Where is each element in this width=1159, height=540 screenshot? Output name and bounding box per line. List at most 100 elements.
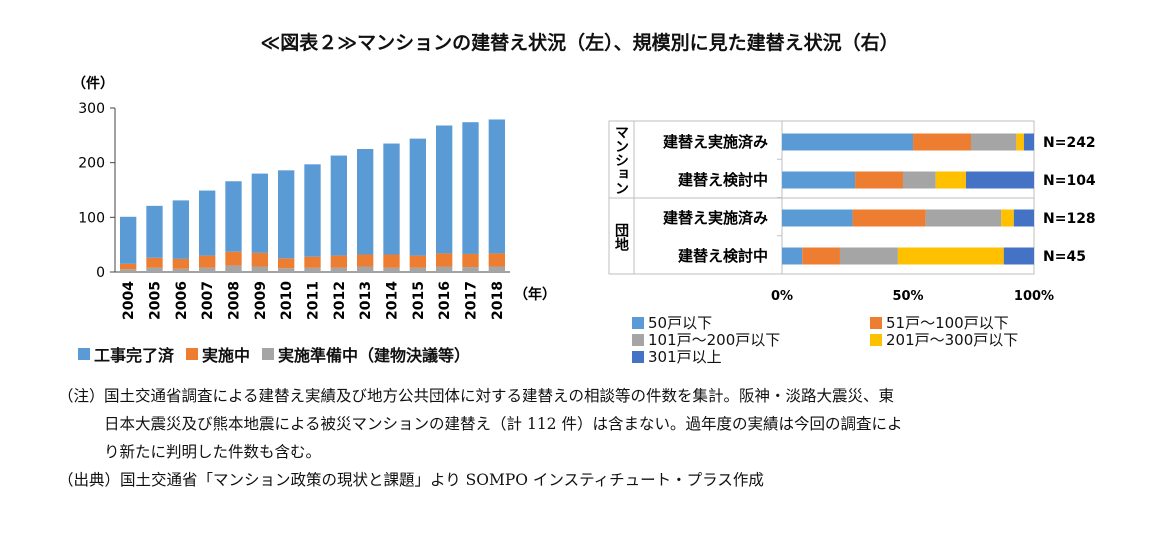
bar-2005-series-1 [146,257,163,268]
n-label-1: N=104 [1043,173,1096,189]
legend-swatch-101-200 [632,333,644,346]
x-tick-label-2008: 2008 [227,281,243,320]
bar-2007-series-1 [199,255,216,268]
hbar-row-3-series-4 [1003,247,1034,265]
bar-2006-series-0 [172,268,189,272]
n-label-0: N=242 [1043,135,1096,151]
bar-2018-series-1 [488,253,505,267]
bar-2007-series-0 [199,267,216,272]
bar-2005-series-2 [146,205,163,258]
hbar-row-1-series-0 [782,171,856,189]
bar-2018-series-2 [488,119,505,254]
hbar-row-2-series-0 [782,209,853,227]
right-legend-item-1: 50戸以下 [632,312,712,333]
x-axis-unit-label: （年） [514,286,556,303]
right-legend-item-5: 301戸以上 [632,346,722,367]
legend-swatch-50 [632,316,644,329]
legend-label-in-progress: 実施中 [202,346,251,365]
x-tick-label-2013: 2013 [358,281,374,320]
hbar-row-3-series-0 [782,247,803,265]
hbar-row-0-series-4 [1023,133,1034,151]
legend-label-201-300: 201戸～300戸以下 [886,331,1019,349]
bar-2005-series-0 [146,267,163,272]
right-legend-item-3: 101戸～200戸以下 [632,329,780,350]
legend-swatch-completed [78,348,90,360]
bar-2014-series-2 [383,143,400,255]
x-tick-label-2016: 2016 [437,281,453,320]
bar-2014-series-1 [383,254,400,268]
bar-2016-series-0 [436,266,453,272]
y-tick-label-0: 0 [96,265,105,281]
x-tick-label-2014: 2014 [385,281,401,320]
bar-2006-series-1 [172,258,189,269]
source-line: （出典）国土交通省「マンション政策の現状と課題」より SOMPO インスティチュ… [58,466,1138,494]
hbar-row-2-series-3 [1001,209,1014,227]
x-tick-label-2009: 2009 [253,281,269,320]
bar-2009-series-1 [251,252,268,267]
row-label-1: 建替え検討中 [678,171,768,189]
legend-swatch-in-progress [186,348,199,360]
source-label: （出典） [58,471,121,489]
y-tick-label-2: 200 [78,156,105,172]
bar-2013-series-2 [357,149,374,255]
legend-label-50: 50戸以下 [648,314,713,332]
note-line-1: （注）国土交通省調査による建替え実績及び地方公共団体に対する建替えの相談等の件数… [58,382,1138,410]
x-tick-label-2017: 2017 [464,281,480,320]
notes-block: （注）国土交通省調査による建替え実績及び地方公共団体に対する建替えの相談等の件数… [58,382,1138,494]
hbar-row-3-series-2 [839,247,898,265]
x-tick-label-2007: 2007 [200,281,216,320]
legend-label-301: 301戸以上 [648,348,722,366]
note-line-3: り新たに判明した件数も含む。 [104,443,322,461]
hbar-row-0-series-1 [913,133,971,151]
x-tick-label-2011: 2011 [306,281,322,320]
legend-swatch-51-100 [870,316,882,329]
hbar-row-2-series-1 [852,209,926,227]
bar-2008-series-0 [225,265,242,272]
x-tick-label-2005: 2005 [148,281,164,320]
y-tick-label-1: 100 [78,210,105,226]
bar-2007-series-2 [199,190,216,256]
x-tick-label-2018: 2018 [490,281,506,320]
bar-2017-series-1 [462,253,479,268]
right-legend-item-4: 201戸～300戸以下 [870,329,1018,350]
y-axis-unit-label: （件） [72,75,114,92]
hbar-row-3-series-1 [802,247,840,265]
bar-2010-series-1 [278,258,295,269]
row-label-0: 建替え実施済み [663,133,768,151]
bar-2017-series-2 [462,122,479,254]
hbar-row-2-series-4 [1013,209,1034,227]
hbar-row-1-series-2 [902,171,936,189]
bar-2014-series-0 [383,267,400,272]
note-line-2: 日本大震災及び熊本地震による被災マンションの建替え（計 112 件）は含まない。… [104,415,903,433]
hbar-row-3-series-3 [897,247,1004,265]
group-label-0: マンション [613,125,629,195]
x-tick-label-2012: 2012 [332,281,348,320]
bar-2010-series-0 [278,268,295,272]
bar-2013-series-1 [357,254,374,267]
right-legend-item-2: 51戸～100戸以下 [870,312,1009,333]
hbar-row-0-series-3 [1016,133,1024,151]
row-label-2: 建替え実施済み [663,209,768,227]
bar-2011-series-1 [304,256,321,268]
bar-2012-series-0 [330,267,347,272]
bar-2015-series-1 [409,255,426,268]
bar-2015-series-2 [409,138,426,256]
y-tick-label-3: 300 [78,101,105,117]
bar-2004-series-1 [120,263,137,270]
left-legend: 工事完了済 実施中 実施準備中（建物決議等） [78,342,470,366]
bar-2016-series-2 [436,125,453,254]
x-tick-label-2010: 2010 [279,281,295,320]
hbar-row-2-series-2 [925,209,1002,227]
hbar-row-0-series-2 [971,133,1017,151]
bar-2009-series-2 [251,173,268,253]
bar-2009-series-0 [251,266,268,272]
bar-2017-series-0 [462,267,479,272]
x-tick-label-2004: 2004 [121,281,137,320]
bar-2013-series-0 [357,266,374,272]
bar-2006-series-2 [172,200,189,259]
note-label: （注） [58,387,105,405]
legend-label-completed: 工事完了済 [94,346,175,365]
legend-label-101-200: 101戸～200戸以下 [648,331,781,349]
group-label-1: 団地 [613,223,629,252]
